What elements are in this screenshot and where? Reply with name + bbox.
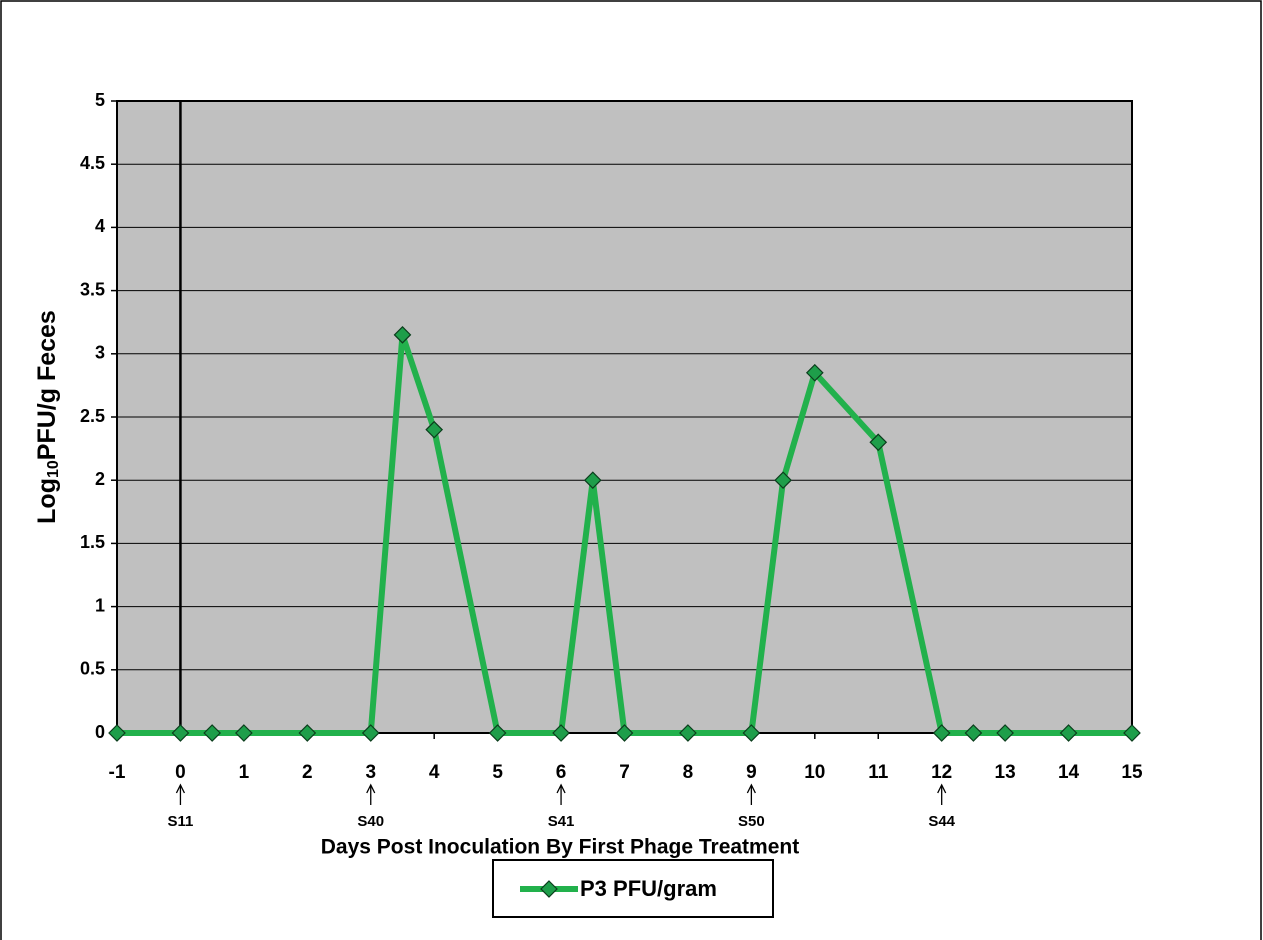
x-tick-label: 14 [1058,762,1080,783]
marker [1123,724,1141,742]
annotation-arrowhead [746,783,756,794]
marker [615,724,634,742]
y-label-sub: 10 [45,460,62,478]
x-tick-label: 7 [619,762,630,783]
x-tick-label: 13 [995,762,1016,783]
marker [964,724,983,742]
x-tick-label: 15 [1121,762,1143,783]
marker [235,724,253,742]
marker [488,724,507,742]
y-tick-label: 4.5 [80,153,105,173]
annotation-arrowhead [556,783,566,794]
x-tick-label: 3 [365,762,376,783]
x-tick-label: 1 [239,762,250,783]
annotation-label: S11 [168,813,194,830]
x-tick-label: -1 [109,762,126,783]
marker [805,363,824,382]
marker [774,471,792,490]
marker [742,724,761,742]
marker [869,433,888,452]
marker [298,724,317,742]
y-axis-label: Log10PFU/g Feces [33,310,63,524]
marker [171,724,190,742]
annotation-label: S41 [548,813,575,830]
y-tick-label: 2.5 [80,406,105,426]
y-tick-label: 2 [95,469,105,489]
x-tick-label: 2 [302,762,313,783]
x-tick-label: 11 [868,762,889,783]
marker [679,724,697,742]
annotation-arrowhead [937,783,947,794]
x-tick-label: 4 [429,762,440,783]
y-tick-label: 3.5 [80,279,105,299]
x-tick-label: 5 [492,762,503,783]
x-tick-label: 0 [175,762,186,783]
annotation-label: S40 [357,813,384,830]
annotation-arrowhead [366,783,376,794]
marker [203,724,222,742]
marker [996,724,1014,742]
y-label-main: Log [33,478,61,524]
marker [932,724,951,742]
legend-label: P3 PFU/gram [580,876,717,901]
x-tick-label: 9 [746,762,757,783]
marker [425,420,444,439]
marker [361,724,380,742]
marker [552,724,570,742]
y-tick-label: 1.5 [80,532,105,552]
legend-marker [540,880,558,898]
marker [583,471,602,490]
annotation-arrowhead [175,783,186,794]
x-axis-label: Days Post Inoculation By First Phage Tre… [321,836,799,859]
line [117,331,1132,736]
annotation-label: S44 [928,813,955,830]
y-tick-label: 0.5 [80,659,105,679]
y-tick-label: 5 [95,90,105,110]
x-tick-label: 8 [683,762,694,783]
y-label-rest: PFU/g Feces [33,310,61,460]
annotation-label: S50 [738,813,765,830]
y-tick-label: 0 [95,722,105,742]
y-tick-label: 4 [95,216,105,236]
y-tick-label: 3 [95,343,105,363]
y-tick-label: 1 [95,595,105,615]
marker [393,325,412,344]
x-tick-label: 6 [556,762,567,783]
marker [1059,724,1078,742]
x-tick-label: 12 [931,762,952,783]
marker [108,724,126,742]
x-tick-label: 10 [804,762,825,783]
